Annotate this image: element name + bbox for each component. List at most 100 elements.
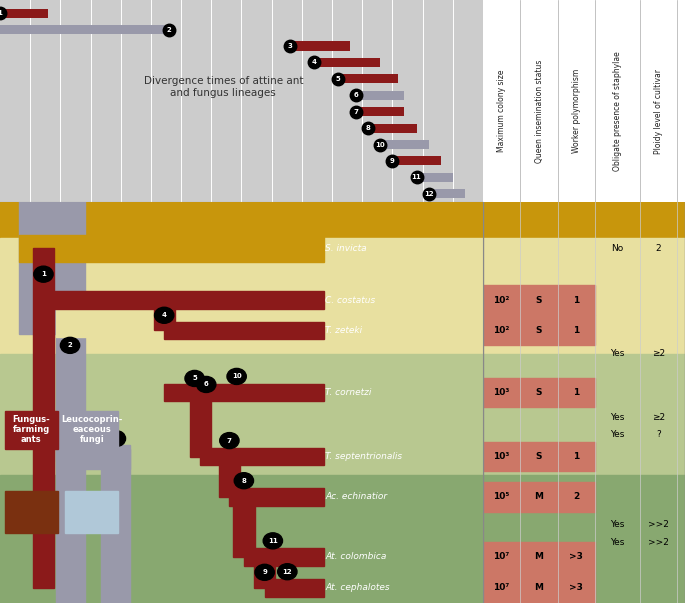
- Bar: [254, 557, 275, 588]
- Text: 2: 2: [166, 27, 171, 33]
- Text: ≥2: ≥2: [651, 349, 664, 358]
- Bar: [393, 156, 440, 165]
- Bar: [521, 482, 558, 511]
- Text: 10²: 10²: [493, 295, 510, 305]
- Text: 4: 4: [162, 312, 166, 318]
- Text: ≥2: ≥2: [651, 413, 664, 422]
- Text: M: M: [534, 552, 543, 561]
- Text: Maximum colony size: Maximum colony size: [497, 70, 506, 153]
- Text: Yes: Yes: [610, 537, 625, 546]
- Text: Yes: Yes: [610, 413, 625, 422]
- Text: 10⁷: 10⁷: [493, 552, 510, 561]
- Circle shape: [220, 432, 239, 449]
- Bar: [55, 412, 84, 461]
- Bar: [483, 353, 685, 475]
- Text: S: S: [536, 326, 543, 335]
- Text: Worker polymorphism: Worker polymorphism: [572, 69, 581, 153]
- Text: 10⁷: 10⁷: [493, 583, 510, 592]
- Text: Obligate presence of staphylae: Obligate presence of staphylae: [613, 51, 622, 171]
- Text: At. colombica: At. colombica: [325, 552, 386, 561]
- Bar: [483, 238, 685, 353]
- Bar: [244, 548, 264, 566]
- Bar: [483, 542, 521, 572]
- Text: ?: ?: [656, 430, 660, 439]
- Bar: [19, 235, 323, 262]
- Text: 1: 1: [573, 326, 580, 335]
- Text: Ac. echinatior: Ac. echinatior: [325, 492, 387, 501]
- Bar: [338, 74, 399, 83]
- Text: 2: 2: [573, 492, 580, 501]
- Bar: [219, 456, 240, 497]
- Bar: [43, 291, 164, 309]
- Text: 1: 1: [573, 452, 580, 461]
- Text: Leucocoprin-
eaceous
fungi: Leucocoprin- eaceous fungi: [61, 415, 123, 444]
- Bar: [264, 579, 323, 596]
- Bar: [521, 542, 558, 572]
- Bar: [521, 285, 558, 315]
- Text: 10³: 10³: [493, 452, 510, 461]
- Text: 12: 12: [424, 191, 434, 197]
- Text: 11: 11: [268, 538, 277, 544]
- Bar: [314, 58, 380, 67]
- Bar: [483, 202, 685, 238]
- Text: >3: >3: [569, 583, 584, 592]
- Text: 1: 1: [0, 10, 3, 16]
- Text: 10²: 10²: [493, 326, 510, 335]
- Text: >>2: >>2: [648, 520, 669, 529]
- Text: S. invicta: S. invicta: [325, 244, 366, 253]
- Bar: [5, 491, 58, 533]
- Text: 5: 5: [336, 76, 340, 82]
- Text: Ploidy level of cultivar: Ploidy level of cultivar: [653, 69, 662, 154]
- Text: Yes: Yes: [610, 520, 625, 529]
- Bar: [416, 173, 453, 182]
- Bar: [0, 353, 483, 475]
- Bar: [483, 475, 685, 603]
- Text: 1: 1: [573, 388, 580, 397]
- Bar: [483, 285, 521, 315]
- Bar: [164, 384, 201, 402]
- Text: 3: 3: [287, 43, 292, 49]
- Text: 2: 2: [68, 343, 73, 349]
- Bar: [55, 444, 130, 469]
- Text: M: M: [534, 583, 543, 592]
- Bar: [521, 573, 558, 602]
- Bar: [5, 411, 58, 449]
- Circle shape: [60, 337, 79, 353]
- Bar: [558, 285, 595, 315]
- Bar: [19, 198, 84, 334]
- Text: 1: 1: [573, 295, 580, 305]
- Text: Queen insemination status: Queen insemination status: [534, 60, 543, 163]
- Text: 5: 5: [192, 376, 197, 382]
- Text: At. cephalotes: At. cephalotes: [325, 583, 390, 592]
- Text: >3: >3: [569, 552, 584, 561]
- Bar: [483, 377, 521, 407]
- Text: 8: 8: [366, 125, 371, 131]
- Text: Yes: Yes: [610, 430, 625, 439]
- Text: 7: 7: [227, 438, 232, 444]
- Text: Present: Present: [483, 229, 517, 237]
- Bar: [0, 8, 48, 17]
- Bar: [356, 90, 404, 99]
- Text: T. septentrionalis: T. septentrionalis: [325, 452, 402, 461]
- Bar: [290, 42, 350, 51]
- Bar: [164, 291, 323, 309]
- Text: S: S: [536, 295, 543, 305]
- Bar: [558, 442, 595, 472]
- Text: No: No: [611, 244, 623, 253]
- Bar: [65, 491, 119, 533]
- Text: M: M: [534, 492, 543, 501]
- Bar: [264, 548, 323, 566]
- Bar: [0, 475, 483, 603]
- Bar: [114, 446, 225, 468]
- Text: Yes: Yes: [610, 349, 625, 358]
- Text: 10: 10: [232, 373, 242, 379]
- X-axis label: Myr ago: Myr ago: [221, 223, 262, 233]
- Bar: [356, 107, 404, 116]
- Bar: [229, 488, 244, 505]
- Bar: [483, 315, 521, 345]
- Text: T. zeteki: T. zeteki: [325, 326, 362, 335]
- Bar: [429, 189, 465, 198]
- Text: 10³: 10³: [493, 388, 510, 397]
- Bar: [234, 497, 255, 557]
- Text: 6: 6: [353, 92, 358, 98]
